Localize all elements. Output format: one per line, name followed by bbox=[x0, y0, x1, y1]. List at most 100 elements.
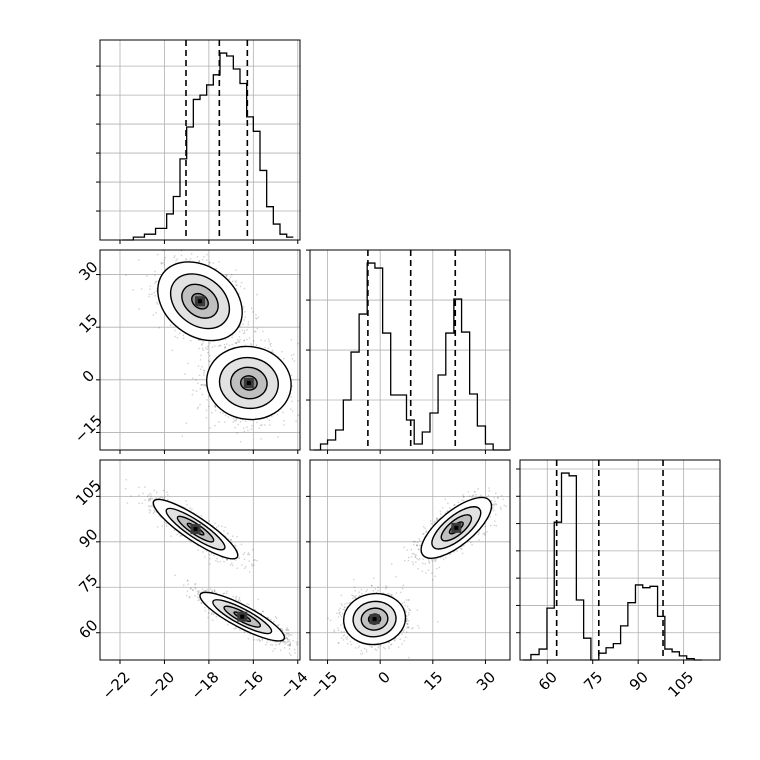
scatter-point bbox=[183, 584, 185, 586]
scatter-point bbox=[198, 374, 201, 377]
scatter-point bbox=[148, 511, 151, 514]
scatter-point bbox=[243, 340, 245, 342]
scatter-point bbox=[207, 351, 209, 354]
scatter-point bbox=[200, 602, 203, 604]
scatter-point bbox=[235, 280, 237, 282]
scatter-point bbox=[290, 374, 293, 376]
scatter-point bbox=[250, 343, 252, 345]
scatter-point bbox=[290, 634, 293, 636]
scatter-point bbox=[180, 250, 183, 252]
scatter-point bbox=[154, 281, 157, 283]
scatter-point bbox=[267, 639, 269, 641]
scatter-point bbox=[160, 496, 162, 499]
scatter-point bbox=[254, 330, 256, 332]
scatter-point bbox=[234, 544, 236, 546]
scatter-point bbox=[197, 365, 200, 367]
scatter-point bbox=[167, 498, 169, 501]
scatter-panel-1-3-content bbox=[124, 478, 299, 656]
scatter-point bbox=[200, 384, 202, 386]
scatter-point bbox=[244, 420, 247, 422]
scatter-point bbox=[204, 590, 207, 592]
scatter-point bbox=[192, 589, 194, 592]
scatter-point bbox=[142, 492, 144, 495]
scatter-point bbox=[295, 641, 297, 643]
scatter-point bbox=[241, 345, 243, 347]
scatter-point bbox=[141, 502, 143, 505]
scatter-point bbox=[302, 376, 303, 377]
scatter-point bbox=[290, 654, 292, 656]
scatter-point bbox=[283, 420, 285, 422]
scatter-point bbox=[221, 556, 224, 559]
scatter-point bbox=[228, 344, 230, 347]
scatter-point bbox=[201, 259, 204, 261]
scatter-point bbox=[175, 260, 177, 262]
scatter-point bbox=[207, 345, 209, 348]
scatter-point bbox=[156, 253, 159, 256]
scatter-point bbox=[247, 553, 249, 556]
scatter-point bbox=[178, 532, 180, 534]
scatter-point bbox=[217, 345, 220, 347]
scatter-point bbox=[189, 588, 192, 590]
scatter-point bbox=[180, 534, 183, 537]
scatter-point bbox=[249, 632, 251, 635]
histogram-panel-2-frame bbox=[309, 249, 511, 451]
scatter-panel-1-2-content bbox=[125, 241, 307, 443]
scatter-point bbox=[190, 587, 192, 590]
scatter-point bbox=[256, 318, 258, 320]
scatter-point bbox=[161, 496, 164, 499]
scatter-point bbox=[286, 632, 288, 635]
scatter-point bbox=[202, 349, 204, 351]
scatter-point bbox=[190, 510, 192, 512]
scatter-point bbox=[243, 558, 246, 561]
scatter-point bbox=[205, 409, 208, 412]
scatter-point bbox=[301, 385, 302, 386]
scatter-point bbox=[203, 384, 206, 386]
scatter-point bbox=[224, 535, 227, 538]
scatter-point bbox=[207, 612, 210, 614]
scatter-point bbox=[187, 245, 188, 246]
scatter-point bbox=[266, 641, 268, 643]
scatter-point bbox=[189, 540, 192, 543]
scatter-point bbox=[229, 276, 232, 278]
scatter-point bbox=[265, 644, 267, 646]
scatter-point bbox=[176, 533, 178, 536]
scatter-point bbox=[247, 321, 250, 323]
scatter-point bbox=[281, 640, 284, 642]
scatter-point bbox=[186, 580, 189, 582]
scatter-point bbox=[277, 436, 279, 438]
scatter-point bbox=[154, 295, 156, 297]
scatter-point bbox=[148, 293, 151, 295]
scatter-point bbox=[184, 373, 186, 375]
scatter-point bbox=[138, 308, 140, 310]
scatter-point bbox=[238, 336, 241, 338]
scatter-point bbox=[234, 427, 236, 429]
scatter-point bbox=[158, 327, 160, 329]
scatter-point bbox=[156, 301, 158, 304]
scatter-point bbox=[224, 526, 226, 529]
scatter-point bbox=[289, 641, 292, 644]
scatter-point bbox=[154, 282, 156, 284]
scatter-point bbox=[214, 409, 217, 412]
scatter-point bbox=[218, 421, 220, 423]
scatter-point bbox=[288, 639, 291, 641]
scatter-point bbox=[297, 399, 299, 402]
scatter-point bbox=[306, 379, 307, 380]
scatter-point bbox=[260, 613, 262, 615]
scatter-point bbox=[243, 430, 245, 433]
scatter-point bbox=[215, 559, 217, 562]
scatter-point bbox=[255, 344, 258, 346]
scatter-point bbox=[239, 600, 241, 602]
scatter-point bbox=[188, 241, 189, 242]
scatter-point bbox=[224, 421, 226, 423]
scatter-point bbox=[286, 627, 289, 629]
scatter-point bbox=[254, 609, 257, 611]
scatter-point bbox=[156, 526, 159, 528]
x-tick-label: 60 bbox=[535, 668, 561, 694]
scatter-point bbox=[189, 260, 191, 262]
scatter-point bbox=[208, 395, 210, 397]
scatter-panel-1-2-frame bbox=[99, 249, 301, 451]
scatter-point bbox=[239, 629, 241, 631]
scatter-point bbox=[256, 294, 258, 296]
scatter-point bbox=[163, 261, 165, 264]
